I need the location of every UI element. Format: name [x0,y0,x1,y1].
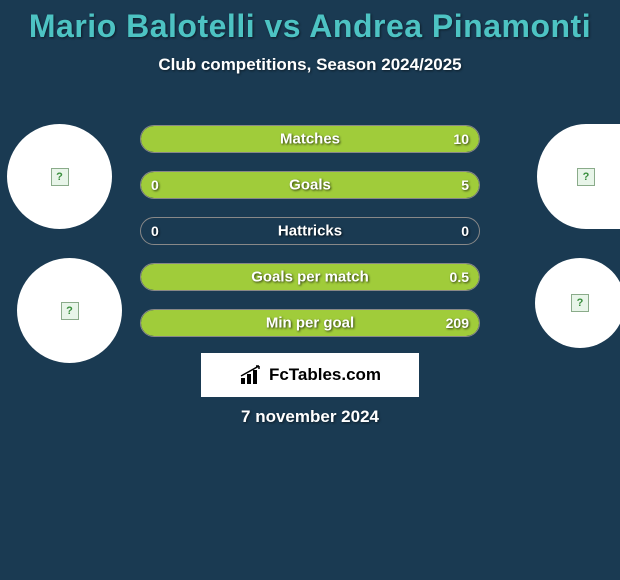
stat-row: 0 Hattricks 0 [140,217,480,245]
missing-image-icon [61,302,79,320]
player1-photo-circle [7,124,112,229]
brand-badge: FcTables.com [201,353,419,397]
subtitle: Club competitions, Season 2024/2025 [0,55,620,75]
stat-label: Goals per match [251,269,369,286]
player2-club-circle [535,258,620,348]
stat-value-right: 0 [461,223,469,239]
stat-label: Goals [289,177,331,194]
player1-club-circle [17,258,122,363]
missing-image-icon [51,168,69,186]
stat-value-left: 0 [151,177,159,193]
chart-icon [239,364,265,386]
stat-row: Matches 10 [140,125,480,153]
stat-value-right: 5 [461,177,469,193]
stat-value-right: 0.5 [450,269,469,285]
brand-text: FcTables.com [269,365,381,385]
stat-row: Goals per match 0.5 [140,263,480,291]
stat-row: 0 Goals 5 [140,171,480,199]
missing-image-icon [577,168,595,186]
stat-row: Min per goal 209 [140,309,480,337]
stat-value-left: 0 [151,223,159,239]
player2-photo-circle [537,124,620,229]
stat-label: Matches [280,131,340,148]
comparison-stats: Matches 10 0 Goals 5 0 Hattricks 0 Goals per mat… [140,125,480,355]
stat-value-right: 209 [446,315,469,331]
stat-label: Hattricks [278,223,342,240]
stat-value-right: 10 [453,131,469,147]
page-title: Mario Balotelli vs Andrea Pinamonti [0,0,620,45]
stat-label: Min per goal [266,315,354,332]
missing-image-icon [571,294,589,312]
date-text: 7 november 2024 [0,407,620,427]
